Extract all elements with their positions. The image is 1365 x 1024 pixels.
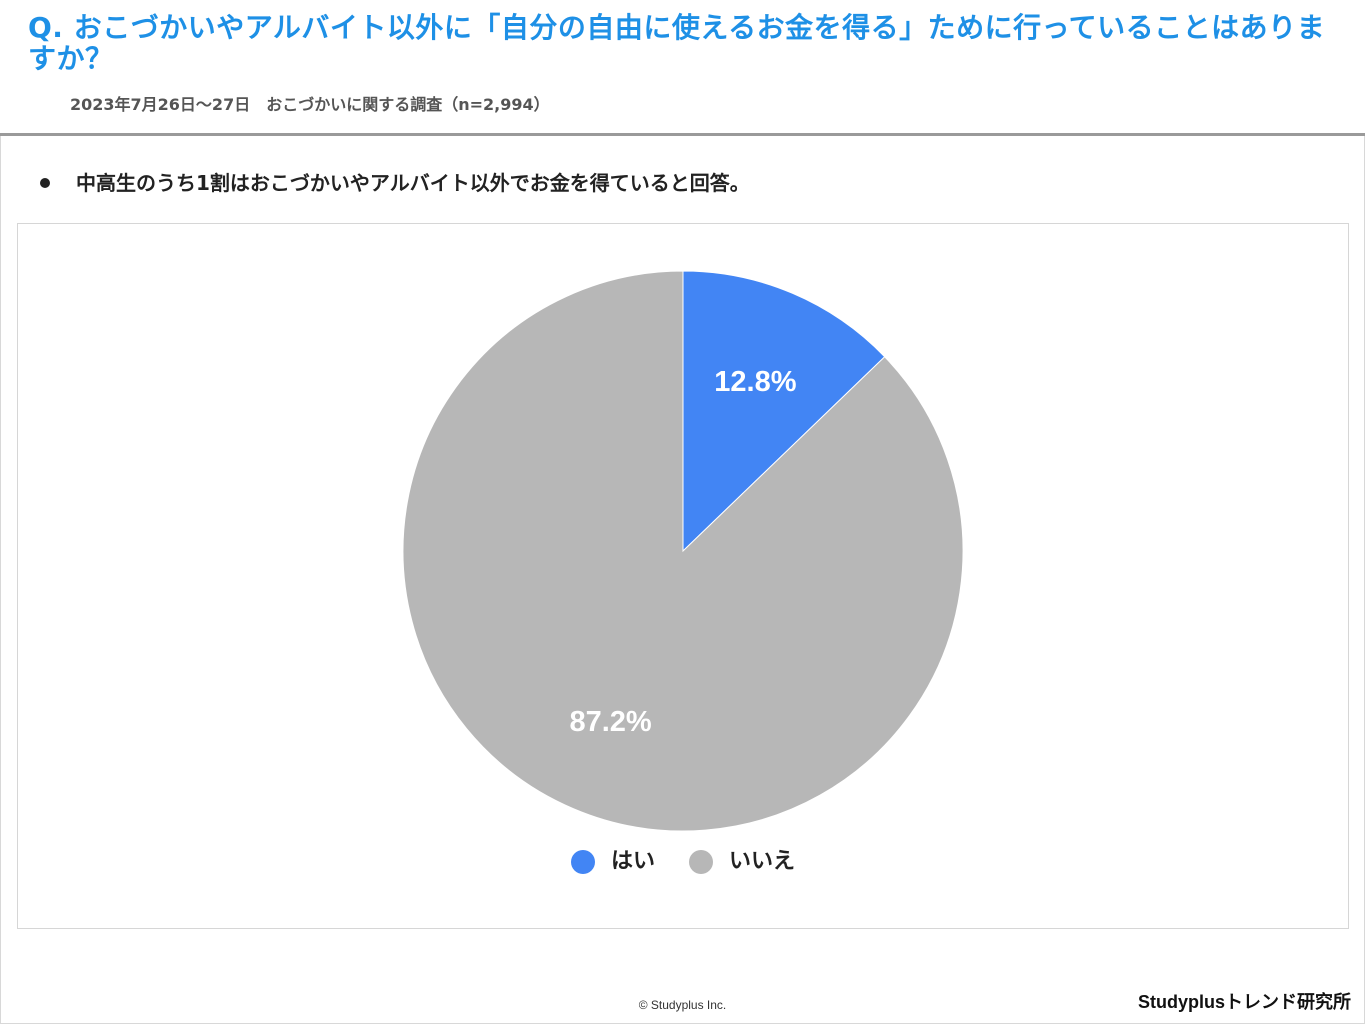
slice-label-yes: 12.8% [714, 366, 796, 398]
copyright: © Studyplus Inc. [638, 998, 727, 1012]
legend-swatch-yes [570, 850, 595, 874]
chart-panel: 12.8% 87.2% はい いいえ [17, 223, 1349, 929]
summary-text: 中高生のうち1割はおこづかいやアルバイト以外でお金を得ていると回答。 [76, 171, 750, 195]
header-divider [0, 133, 1365, 136]
pie-slice-no [402, 270, 964, 832]
summary: 中高生のうち1割はおこづかいやアルバイト以外でお金を得ていると回答。 [40, 170, 750, 196]
brand-logo: Studyplusトレンド研究所 [1137, 992, 1351, 1012]
bullet-icon [40, 178, 50, 188]
legend-label-yes: はい [610, 849, 655, 874]
slice-label-no: 87.2% [569, 706, 651, 738]
question-title: Q. おこづかいやアルバイト以外に「自分の自由に使えるお金を得る」ために行ってい… [28, 11, 1326, 75]
legend-label-no: いいえ [729, 849, 796, 874]
header: Q. おこづかいやアルバイト以外に「自分の自由に使えるお金を得る」ために行ってい… [0, 0, 1365, 136]
chart-legend: はい いいえ [18, 848, 1348, 876]
pie-chart: 12.8% 87.2% [402, 270, 964, 832]
pie-slice-yes [682, 270, 886, 553]
legend-swatch-no [689, 850, 713, 874]
legend-item-yes: はい [570, 848, 655, 876]
legend-item-no: いいえ [689, 848, 795, 876]
survey-info: 2023年7月26日～27日 おこづかいに関する調査（n=2,994） [70, 95, 550, 114]
